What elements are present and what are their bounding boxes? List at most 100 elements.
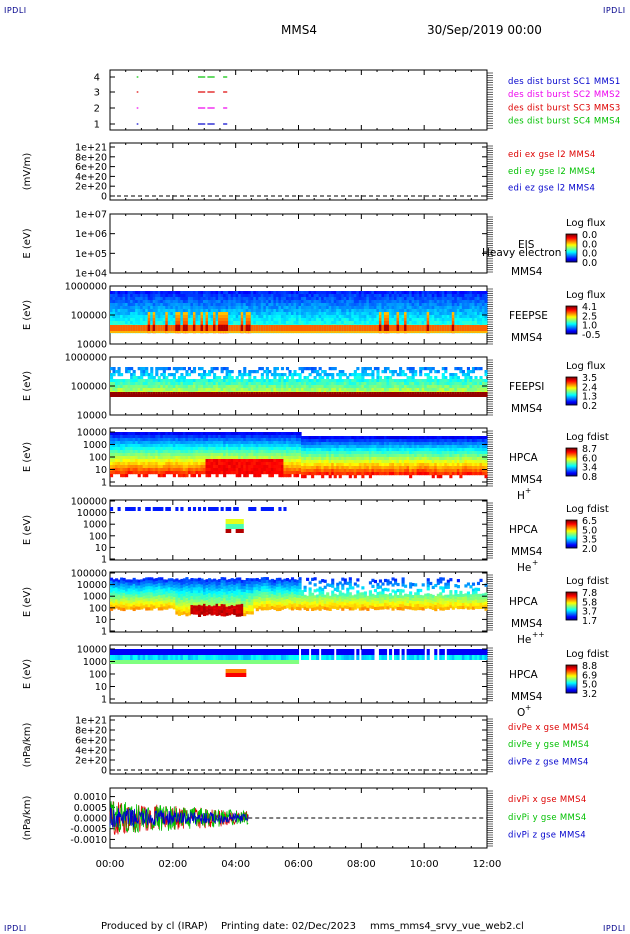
spectrogram-cell	[147, 306, 151, 310]
spectrogram-cell	[112, 373, 116, 377]
spectrogram-cell	[135, 456, 139, 460]
spectrogram-cell	[120, 325, 124, 331]
spectrogram-cell	[190, 385, 194, 389]
spectrogram-cell	[290, 306, 295, 310]
spectrogram-cell	[313, 294, 317, 298]
spectrogram-cell	[311, 309, 315, 313]
spectrogram-cell	[220, 367, 224, 371]
spectrogram-cell	[351, 388, 355, 392]
spectrogram-cell	[233, 392, 237, 397]
spectrogram-cell	[218, 453, 222, 457]
spectrogram-cell	[429, 379, 433, 383]
spectrogram-cell	[208, 465, 212, 469]
spectrogram-cell	[125, 474, 129, 478]
spectrogram-cell	[238, 312, 242, 316]
spectrogram-cell	[451, 300, 455, 304]
spectrogram-cell	[125, 459, 129, 463]
spectrogram-cell	[371, 303, 375, 307]
spectrogram-cell	[115, 456, 119, 460]
spectrogram-cell	[195, 468, 199, 472]
spectrogram-cell	[225, 447, 229, 451]
spectrogram-cell	[190, 474, 194, 478]
spectrogram-cell	[197, 300, 202, 304]
spectrogram-cell	[383, 382, 388, 386]
spectrogram-cell	[175, 468, 179, 472]
spectrogram-cell	[285, 315, 290, 319]
spectrogram-cell	[140, 379, 144, 383]
spectrogram-cell	[321, 321, 325, 325]
spectrogram-cell	[190, 462, 194, 466]
spectrogram-cell	[218, 291, 222, 295]
spectrogram-cell	[213, 303, 217, 307]
spectrogram-cell	[434, 376, 438, 380]
spectrogram-cell	[464, 306, 468, 310]
spectrogram-cell	[147, 462, 151, 466]
y-tick-label-4: 10000	[77, 411, 107, 422]
spectrogram-cell	[326, 300, 330, 304]
spectrogram-cell	[419, 297, 423, 301]
spectrogram-cell	[394, 379, 398, 383]
spectrogram-cell	[293, 297, 297, 301]
spectrogram-cell	[391, 312, 395, 316]
spectrogram-cell	[401, 300, 405, 304]
spectrogram-cell	[260, 306, 264, 310]
spectrogram-cell	[399, 291, 403, 295]
spectrogram-cell	[459, 382, 463, 386]
spectrogram-cell	[245, 318, 249, 322]
spectrogram-cell	[248, 318, 252, 322]
spectrogram-cell	[238, 459, 242, 463]
spectrogram-cell	[122, 432, 126, 436]
spectrogram-cell	[140, 306, 144, 310]
spectrogram-cell	[192, 447, 197, 451]
spectrogram-cell	[122, 382, 126, 386]
spectrogram-cell	[200, 465, 204, 469]
spectrogram-cell	[275, 318, 279, 322]
spectrogram-cell	[223, 444, 227, 448]
spectrogram-cell	[245, 325, 249, 331]
spectrogram-cell	[110, 385, 114, 389]
spectrogram-cell	[371, 379, 375, 383]
spectrogram-cell	[431, 367, 435, 371]
spectrogram-cell	[434, 331, 438, 333]
spectrogram-cell	[484, 309, 488, 313]
spectrogram-cell	[177, 385, 181, 389]
spectrogram-cell	[356, 367, 360, 371]
spectrogram-cell	[155, 315, 159, 319]
spectrogram-cell	[142, 306, 146, 310]
spectrogram-cell	[197, 435, 202, 439]
spectrogram-cell	[142, 385, 146, 389]
y-tick-label-1: 8e+20	[75, 152, 107, 163]
spectrogram-cell	[187, 331, 192, 333]
spectrogram-cell	[110, 474, 114, 478]
spectrogram-cell	[230, 385, 234, 389]
colorbar-strip	[566, 313, 577, 315]
spectrogram-cell	[165, 376, 169, 380]
spectrogram-cell	[145, 456, 149, 460]
spectrogram-cell	[436, 385, 440, 389]
spectrogram-cell	[283, 312, 287, 316]
spectrogram-cell	[258, 382, 262, 386]
spectrogram-cell	[263, 306, 267, 310]
spectrogram-cell	[142, 303, 146, 307]
spectrogram-cell	[268, 306, 272, 310]
spectrogram-cell	[313, 385, 317, 389]
spectrogram-cell	[208, 312, 212, 316]
spectrogram-cell	[476, 331, 481, 333]
spectrogram-cell	[451, 392, 455, 397]
spectrogram-cell	[243, 331, 247, 333]
spectrogram-cell	[313, 321, 317, 325]
spectrogram-cell	[306, 294, 310, 298]
spectrogram-cell	[288, 291, 292, 295]
spectrogram-cell	[338, 318, 342, 322]
spectrogram-cell	[112, 294, 116, 298]
spectrogram-cell	[280, 306, 285, 310]
colorbar-strip	[566, 250, 577, 252]
spectrogram-cell	[213, 373, 217, 377]
spectrogram-cell	[461, 392, 465, 397]
spectrogram-cell	[358, 318, 362, 322]
spectrogram-cell	[197, 441, 202, 445]
spectrogram-cell	[230, 315, 234, 319]
spectrogram-cell	[155, 465, 159, 469]
spectrogram-cell	[253, 303, 257, 307]
spectrogram-cell	[348, 325, 352, 331]
